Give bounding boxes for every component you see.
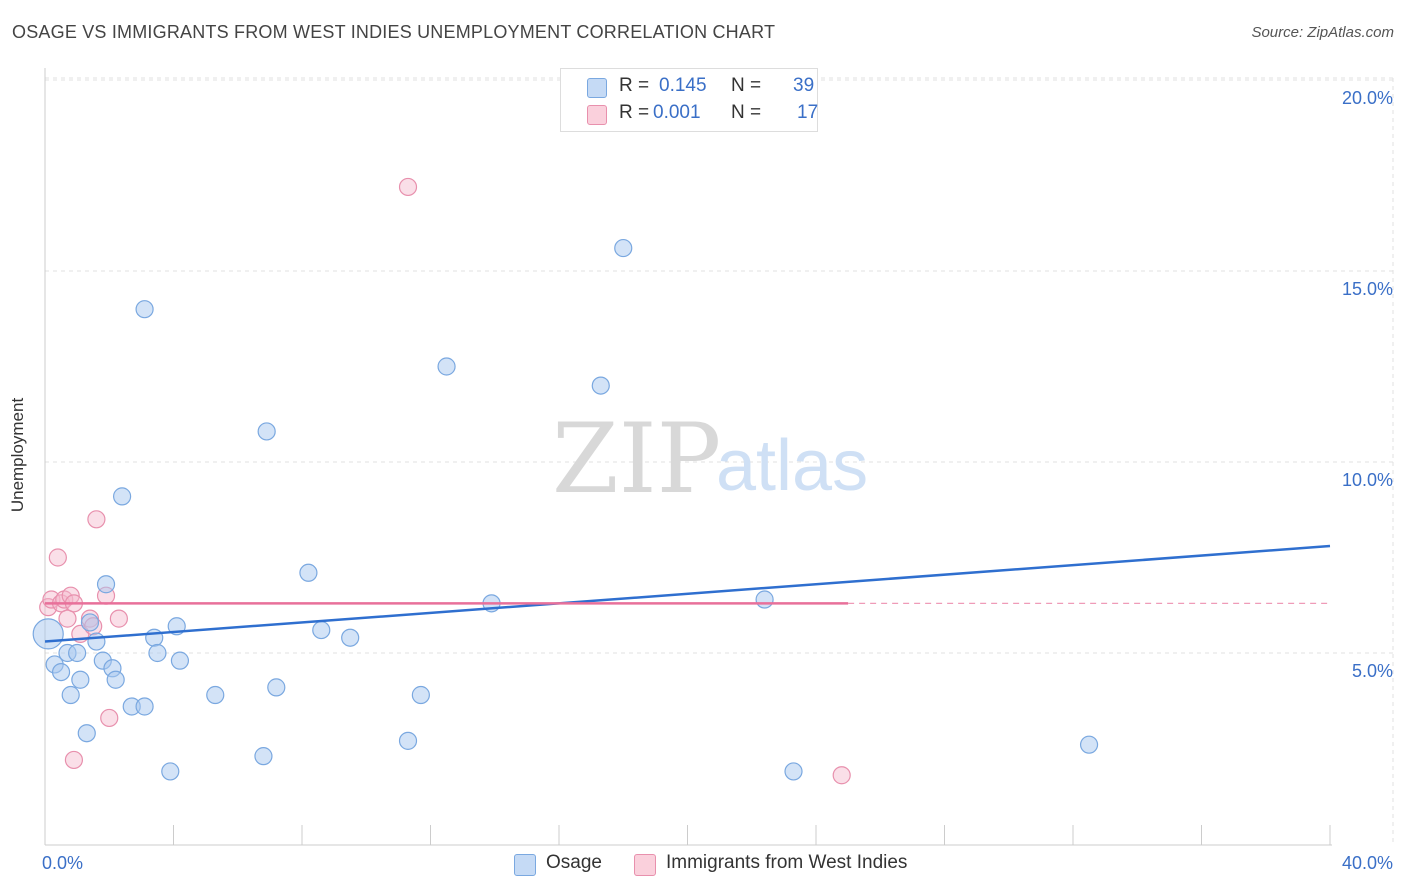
watermark-zip: ZIP (552, 403, 721, 515)
osage-point (254, 747, 273, 766)
watermark-atlas: atlas (716, 426, 868, 506)
legend-n-value: 17 (797, 102, 819, 123)
osage-point (106, 670, 125, 689)
watermark: ZIP atlas (552, 403, 868, 515)
osage-point (411, 685, 430, 705)
legend-n-label: N = (731, 102, 762, 123)
legend-r-label: R = (619, 102, 650, 123)
osage-point (267, 678, 286, 697)
osage-point (1079, 735, 1099, 754)
osage-point (591, 376, 610, 395)
west-indies-point (48, 548, 67, 567)
west-indies-point (64, 750, 84, 770)
legend-swatch-osage (587, 78, 607, 98)
osage-point (61, 685, 80, 705)
osage-point (170, 651, 190, 670)
bottom-legend-swatch-west-indies (634, 854, 656, 876)
osage-point (161, 762, 180, 781)
source-label: Source: ZipAtlas.com (1251, 24, 1394, 41)
osage-point (206, 685, 225, 705)
west-indies-point (100, 708, 119, 728)
osage-point (96, 575, 116, 594)
y-tick-label: 15.0% (1342, 279, 1393, 299)
osage-point (135, 697, 154, 716)
legend-r-value: 0.145 (659, 75, 707, 96)
legend-n-label: N = (731, 75, 762, 96)
axes (44, 68, 1332, 846)
legend-swatch-west-indies (587, 105, 607, 125)
osage-point (80, 613, 100, 632)
bottom-legend-label-osage: Osage (546, 852, 602, 873)
osage-point (112, 487, 132, 506)
osage-point (312, 620, 331, 640)
y-tick-label: 20.0% (1342, 88, 1393, 108)
bottom-legend-label-west-indies: Immigrants from West Indies (666, 852, 908, 873)
legend-r-label: R = (619, 75, 650, 96)
osage-point (51, 662, 71, 682)
trend-lines (44, 544, 1331, 643)
x-tick-label-max: 40.0% (1342, 853, 1393, 873)
west-indies-point (87, 510, 106, 529)
legend-n-value: 39 (793, 75, 815, 96)
osage-point (68, 643, 87, 663)
osage-trend-line (44, 544, 1331, 643)
osage-point (135, 300, 154, 319)
bottom-legend-swatch-osage (514, 854, 536, 876)
west-indies-point (832, 766, 851, 785)
legend: R = 0.145 N = 39 R = 0.001 N = 17 (560, 68, 818, 132)
chart-title: OSAGE VS IMMIGRANTS FROM WEST INDIES UNE… (12, 22, 776, 42)
osage-point (614, 238, 633, 258)
osage-point (77, 724, 96, 743)
y-axis-label: Unemployment (8, 397, 27, 513)
osage-point (784, 762, 803, 781)
osage-point (71, 670, 90, 689)
osage-point (87, 632, 106, 651)
osage-point (257, 422, 276, 441)
osage-point (299, 563, 318, 582)
west-indies-point (58, 609, 77, 628)
y-tick-label: 10.0% (1342, 470, 1393, 490)
west-indies-point (398, 177, 418, 197)
y-tick-label: 5.0% (1352, 661, 1393, 681)
x-tick-label-min: 0.0% (42, 853, 83, 873)
osage-point (755, 590, 774, 609)
osage-point (398, 731, 418, 750)
osage-point (148, 643, 167, 663)
osage-point (32, 618, 64, 650)
west-indies-point (109, 609, 128, 628)
legend-r-value: 0.001 (653, 102, 701, 123)
y-tick-labels: 5.0% 10.0% 15.0% 20.0% (1342, 88, 1393, 681)
osage-point (341, 628, 360, 647)
osage-point (437, 357, 456, 376)
x-tick-labels: 0.0% 40.0% (42, 853, 1393, 873)
